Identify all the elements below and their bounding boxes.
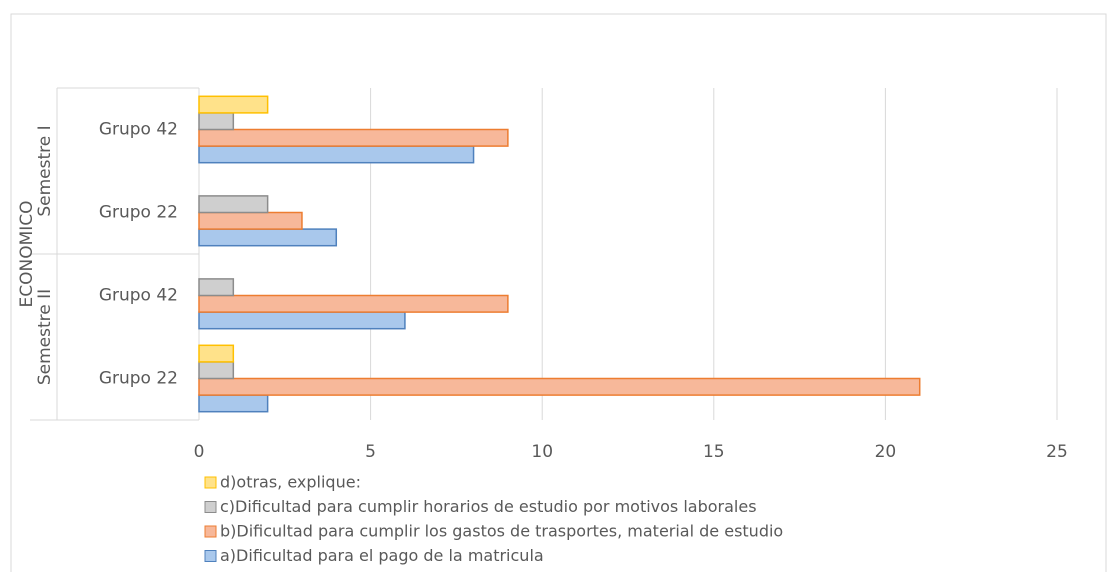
- x-tick-label: 0: [194, 442, 205, 462]
- y-tick-label: Grupo 22: [99, 203, 178, 223]
- bar: [198, 311, 406, 330]
- legend-label: c)Dificultad para cumplir horarios de es…: [220, 497, 757, 516]
- legend-swatch: [204, 550, 217, 562]
- y-tick-label: Grupo 42: [99, 286, 178, 306]
- bar: [198, 112, 235, 131]
- bar: [198, 211, 303, 230]
- bar: [198, 128, 509, 147]
- legend-swatch: [204, 525, 217, 538]
- x-tick-label: 10: [531, 442, 553, 462]
- bar: [198, 228, 338, 247]
- bar: [198, 344, 235, 363]
- y-tick-label: Grupo 22: [99, 369, 178, 389]
- category-group-label: Semestre II: [35, 289, 55, 385]
- outer-group-label: ECONOMICO: [17, 200, 37, 307]
- bar: [198, 377, 921, 396]
- legend-label: a)Dificultad para el pago de la matricul…: [220, 546, 544, 565]
- x-tick-label: 5: [365, 442, 376, 462]
- bar: [198, 195, 269, 214]
- category-group-label: Semestre I: [35, 125, 55, 216]
- legend-label: b)Dificultad para cumplir los gastos de …: [220, 522, 783, 541]
- legend-swatch: [204, 476, 217, 489]
- bar: [198, 278, 235, 297]
- y-tick-label: Grupo 42: [99, 120, 178, 140]
- x-tick-label: 15: [703, 442, 725, 462]
- legend-swatch: [204, 501, 217, 513]
- bar: [198, 361, 235, 380]
- bar: [198, 394, 269, 413]
- x-tick-label: 20: [875, 442, 897, 462]
- x-tick-label: 25: [1046, 442, 1068, 462]
- legend-label: d)otras, explique:: [220, 473, 361, 492]
- bar: [198, 145, 475, 164]
- chart-border: [10, 13, 1107, 572]
- bar: [198, 294, 509, 313]
- bar: [198, 95, 269, 114]
